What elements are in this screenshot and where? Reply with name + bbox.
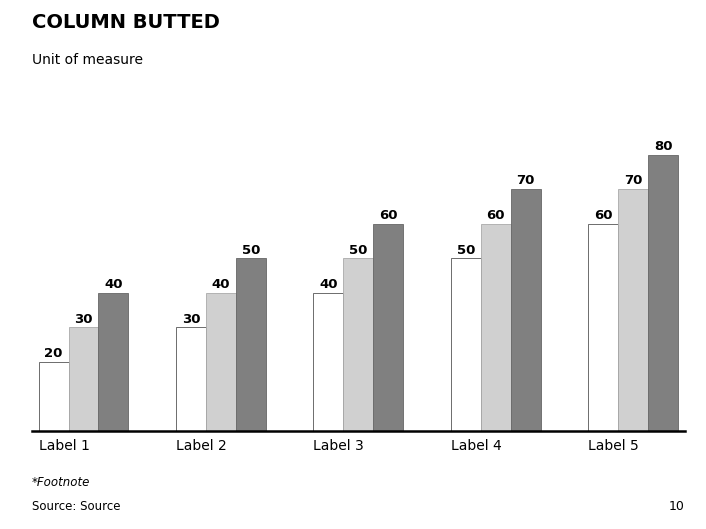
Text: 30: 30 — [181, 313, 201, 326]
Text: 50: 50 — [241, 243, 260, 257]
Bar — [648, 154, 678, 431]
Bar — [236, 258, 265, 431]
Bar — [343, 258, 373, 431]
Text: *Footnote: *Footnote — [32, 476, 90, 489]
Text: Unit of measure: Unit of measure — [32, 53, 143, 67]
Text: 60: 60 — [594, 209, 612, 222]
Bar — [206, 293, 236, 431]
Text: 60: 60 — [486, 209, 505, 222]
Bar — [373, 224, 403, 431]
Bar — [176, 327, 206, 431]
Bar — [39, 362, 68, 431]
Bar — [313, 293, 343, 431]
Text: COLUMN BUTTED: COLUMN BUTTED — [32, 13, 220, 32]
Text: 40: 40 — [212, 278, 230, 291]
Bar — [588, 224, 618, 431]
Bar — [618, 189, 648, 431]
Text: 30: 30 — [74, 313, 92, 326]
Text: 40: 40 — [104, 278, 123, 291]
Bar — [98, 293, 128, 431]
Text: 50: 50 — [457, 243, 475, 257]
Bar — [510, 189, 541, 431]
Text: 10: 10 — [669, 500, 685, 513]
Bar — [68, 327, 98, 431]
Text: 20: 20 — [44, 347, 63, 360]
Bar — [451, 258, 481, 431]
Bar — [481, 224, 510, 431]
Text: 60: 60 — [379, 209, 397, 222]
Text: 40: 40 — [319, 278, 337, 291]
Text: 70: 70 — [517, 175, 535, 187]
Text: 80: 80 — [654, 140, 672, 153]
Text: Source: Source: Source: Source — [32, 500, 120, 513]
Text: 70: 70 — [624, 175, 642, 187]
Text: 50: 50 — [349, 243, 368, 257]
